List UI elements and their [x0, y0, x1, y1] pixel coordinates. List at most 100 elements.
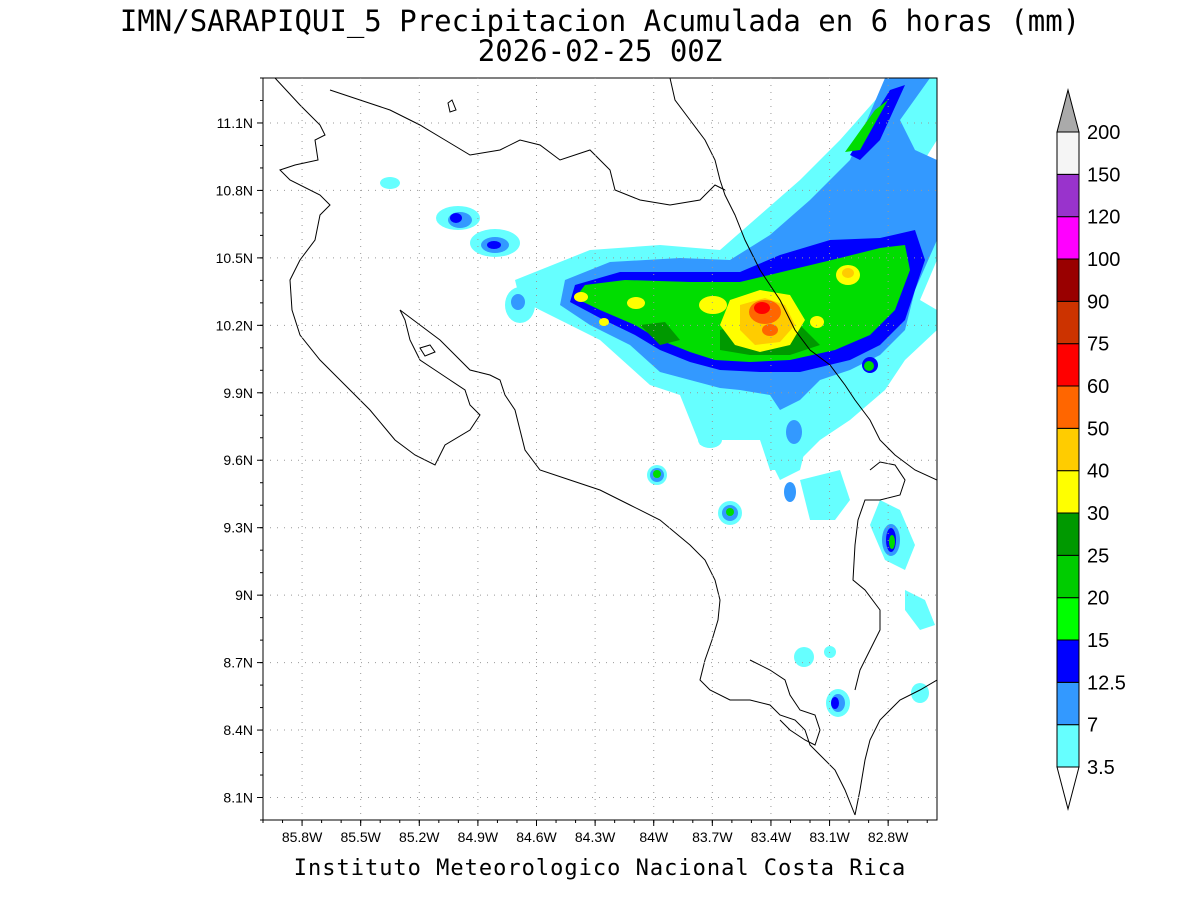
precip-area-7-c3: [786, 420, 802, 444]
lat-tick-label: 9.3N: [223, 520, 253, 536]
precipitation-field: [380, 78, 937, 717]
colorbar-label: 75: [1087, 334, 1109, 356]
colorbar-swatch: [1056, 258, 1080, 302]
lon-tick-label: 85.8W: [282, 829, 323, 845]
colorbar-label: 100: [1087, 249, 1120, 271]
lon-tick-label: 84.6W: [516, 829, 557, 845]
lat-tick-label: 9.9N: [223, 385, 253, 401]
colorbar-label: 40: [1087, 461, 1109, 483]
colorbar-swatch: [1056, 639, 1080, 683]
lon-tick-label: 83.4W: [751, 829, 792, 845]
colorbar-label: 150: [1087, 164, 1120, 186]
colorbar-swatch: [1056, 681, 1080, 726]
lat-tick-label: 11.1N: [217, 115, 253, 131]
lat-tick-label: 10.5N: [216, 250, 253, 266]
precip-area-3-5-nw: [380, 177, 400, 189]
colorbar-label: 90: [1087, 291, 1109, 313]
precip-area-20-c2: [726, 508, 734, 516]
colorbar-extend-bottom: [1056, 766, 1080, 811]
colorbar: 3.5 7 12.5 15 20 25 30 40 50 60 75 90 100 120 150 200: [1056, 88, 1126, 811]
island-nicoya: [419, 344, 436, 357]
colorbar-swatch: [1056, 173, 1080, 218]
precip-area-30-e: [599, 318, 609, 326]
colorbar-label: 12.5: [1087, 672, 1126, 694]
lat-tick-label: 9N: [235, 587, 253, 603]
colorbar-swatch: [1056, 597, 1080, 641]
precip-area-30-g: [810, 316, 824, 328]
colorbar-swatch: [1056, 216, 1080, 260]
coastlines: [274, 78, 937, 816]
lat-tick-label: 8.7N: [223, 655, 253, 671]
colorbar-label: 200: [1087, 122, 1120, 144]
colorbar-swatch: [1056, 724, 1080, 768]
lon-tick-label: 84.9W: [458, 829, 499, 845]
precip-area-3-5-se2: [800, 470, 850, 520]
precip-area-50-b: [762, 324, 778, 336]
colorbar-label: 3.5: [1087, 757, 1115, 779]
panama-coast: [852, 461, 906, 691]
colorbar-label: 60: [1087, 376, 1109, 398]
lon-tick-label: 83.1W: [809, 829, 850, 845]
precip-area-12-5-nw: [450, 213, 462, 223]
precip-area-30-b: [699, 296, 727, 314]
colorbar-swatch: [1056, 343, 1080, 387]
lon-tick-label: 85.2W: [399, 829, 440, 845]
map-title: IMN/SARAPIQUI_5 Precipitacion Acumulada …: [119, 4, 1081, 38]
colorbar-swatch: [1056, 131, 1080, 175]
precip-area-3-5-e: [905, 590, 935, 630]
coastline-pacific-nw: [274, 78, 481, 466]
precip-area-7-c4: [784, 482, 796, 502]
nicaragua-border: [329, 89, 726, 206]
colorbar-swatch: [1056, 427, 1080, 472]
coastline-nicoya-gulf: [399, 309, 856, 816]
colorbar-label: 7: [1087, 715, 1098, 737]
colorbar-label: 120: [1087, 207, 1120, 229]
axis-ticks: 85.8W 85.5W 85.2W 84.9W 84.6W 84.3W 84W 83.7W 83…: [216, 77, 928, 845]
precip-area-3-5-s4: [911, 683, 929, 703]
map-frame: [262, 77, 938, 821]
lon-tick-label: 82.8W: [868, 829, 909, 845]
precip-area-30-f: [574, 292, 588, 302]
footer-credit: Instituto Meteorologico Nacional Costa R…: [293, 856, 907, 881]
colorbar-swatch: [1056, 554, 1080, 599]
precip-area-60: [754, 302, 770, 314]
colorbar-label: 20: [1087, 588, 1109, 610]
colorbar-swatch: [1056, 470, 1080, 514]
lat-tick-label: 9.6N: [223, 452, 253, 468]
precip-area-40-b: [842, 268, 854, 278]
map-valid-time: 2026-02-25 00Z: [477, 34, 723, 68]
graticule: [263, 78, 937, 820]
colorbar-label: 50: [1087, 418, 1109, 440]
lon-tick-label: 85.5W: [340, 829, 381, 845]
precip-area-30-c: [627, 297, 645, 309]
precip-area-7-w: [511, 294, 525, 310]
colorbar-label: 15: [1087, 630, 1109, 652]
colorbar-extend-top: [1056, 88, 1080, 133]
panama-border: [854, 679, 937, 816]
precip-area-20-c: [653, 470, 661, 478]
colorbar-swatch: [1056, 300, 1080, 345]
lon-tick-label: 83.7W: [692, 829, 733, 845]
lat-tick-label: 8.4N: [223, 722, 253, 738]
precip-area-12-5-nw2: [487, 241, 501, 249]
lat-tick-label: 8.1N: [223, 790, 253, 806]
caribbean-coast: [669, 78, 937, 481]
lon-tick-label: 84.3W: [575, 829, 616, 845]
colorbar-swatch: [1056, 385, 1080, 429]
precip-area-3-5-s2: [794, 647, 814, 667]
precip-area-3-5-c3: [698, 432, 722, 448]
lat-tick-label: 10.8N: [216, 182, 253, 198]
precip-area-20-e: [864, 361, 874, 371]
colorbar-label: 25: [1087, 545, 1109, 567]
coastline-osa: [749, 659, 821, 746]
precip-area-20-se: [889, 535, 895, 549]
precip-area-20-n: [845, 100, 888, 152]
lat-tick-label: 10.2N: [216, 317, 253, 333]
colorbar-label: 30: [1087, 503, 1109, 525]
precip-area-3-5-s: [760, 400, 810, 480]
island-nicaragua-lake: [447, 99, 457, 113]
lon-tick-label: 84W: [639, 829, 669, 845]
precip-area-12-5-s: [831, 697, 839, 709]
colorbar-swatch: [1056, 512, 1080, 556]
